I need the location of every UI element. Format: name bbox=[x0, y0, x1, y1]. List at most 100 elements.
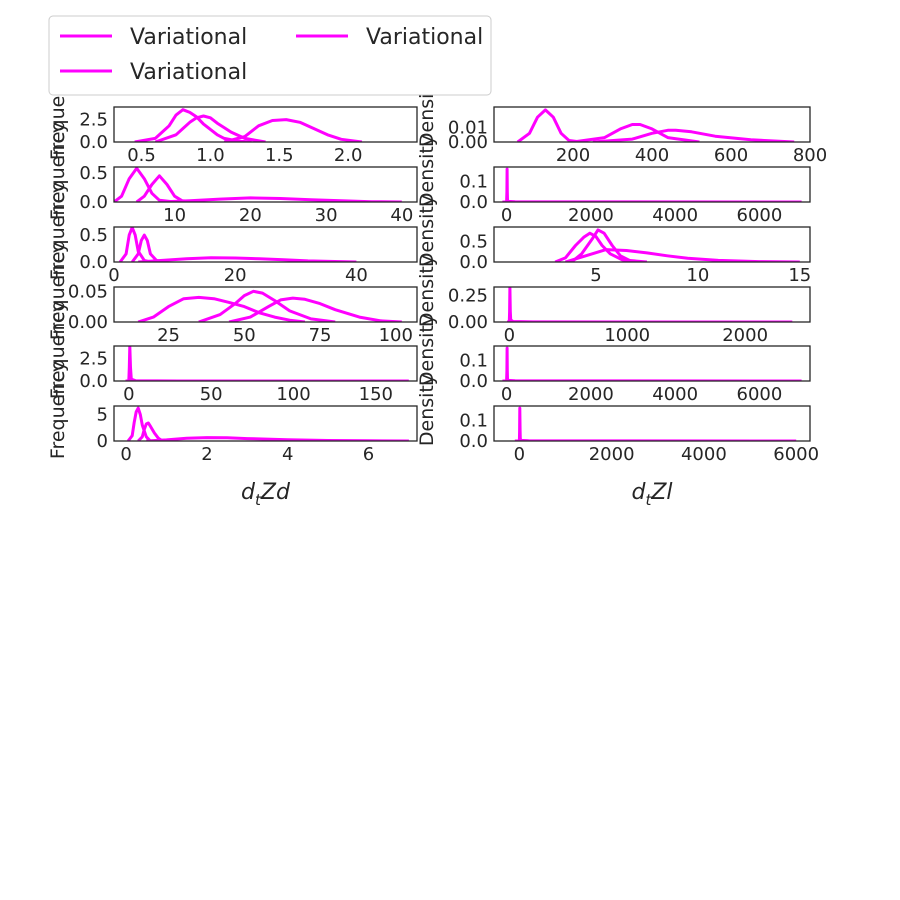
y-tick-label: 0.1 bbox=[459, 410, 488, 431]
x-tick-label: 25 bbox=[157, 325, 180, 346]
x-tick-label: 1.0 bbox=[196, 145, 225, 166]
y-tick-label: 0.5 bbox=[79, 225, 108, 246]
x-tick-label: 200 bbox=[556, 145, 590, 166]
legend-label: Variational bbox=[366, 25, 483, 50]
x-tick-label: 2 bbox=[201, 444, 212, 465]
x-tick-label: 1.5 bbox=[265, 145, 294, 166]
axes-frame bbox=[113, 106, 418, 143]
x-tick-label: 1000 bbox=[604, 325, 650, 346]
y-axis-label: Frequency bbox=[47, 182, 69, 280]
series-group bbox=[516, 108, 795, 142]
x-axis-label: dtZd bbox=[241, 480, 291, 509]
axes-frame bbox=[113, 405, 418, 442]
legend-frame bbox=[48, 15, 492, 96]
x-tick-label: 0 bbox=[123, 384, 134, 405]
axes-frame bbox=[493, 345, 811, 382]
legend-entry: Variational bbox=[296, 25, 483, 50]
series-line-2 bbox=[198, 289, 336, 322]
y-tick-label: 0.1 bbox=[459, 171, 488, 192]
y-axis-label: Density bbox=[416, 135, 438, 207]
series-line-1 bbox=[118, 227, 151, 262]
series-group bbox=[114, 167, 402, 202]
x-tick-label: 6 bbox=[363, 444, 374, 465]
x-tick-label: 10 bbox=[163, 205, 186, 226]
series-group bbox=[125, 346, 409, 381]
y-tick-label: 0.25 bbox=[448, 285, 488, 306]
y-axis-label: Density bbox=[416, 255, 438, 327]
y-axis-label: Frequency bbox=[47, 361, 69, 459]
x-tick-label: 0 bbox=[501, 205, 512, 226]
x-tick-label: 6000 bbox=[737, 384, 783, 405]
x-tick-label: 6000 bbox=[737, 205, 783, 226]
x-tick-label: 4 bbox=[282, 444, 293, 465]
axes-frame bbox=[113, 226, 418, 263]
y-tick-label: 0.0 bbox=[459, 252, 488, 273]
series-line-3 bbox=[592, 128, 795, 142]
x-tick-label: 0.5 bbox=[127, 145, 156, 166]
x-tick-label: 4000 bbox=[652, 384, 698, 405]
series-line-2 bbox=[130, 233, 163, 262]
x-tick-label: 4000 bbox=[652, 205, 698, 226]
y-tick-label: 0.0 bbox=[79, 252, 108, 273]
x-tick-label: 2000 bbox=[722, 325, 768, 346]
y-axis-label: Density bbox=[416, 314, 438, 386]
series-line-3 bbox=[228, 296, 402, 322]
x-tick-label: 0 bbox=[504, 325, 515, 346]
series-group bbox=[126, 406, 409, 441]
y-tick-label: 0.0 bbox=[459, 371, 488, 392]
x-tick-label: 40 bbox=[345, 265, 368, 286]
series-line-1 bbox=[126, 406, 152, 441]
axes-frame bbox=[493, 286, 811, 323]
axes-frame bbox=[113, 166, 418, 203]
x-tick-label: 4000 bbox=[681, 444, 727, 465]
x-tick-label: 600 bbox=[714, 145, 748, 166]
x-tick-label: 15 bbox=[788, 265, 811, 286]
series-group bbox=[514, 406, 797, 441]
y-tick-label: 0 bbox=[97, 431, 108, 452]
x-tick-label: 0 bbox=[108, 265, 119, 286]
x-tick-label: 40 bbox=[390, 205, 413, 226]
series-group bbox=[507, 287, 793, 322]
series-line-3 bbox=[564, 248, 800, 262]
y-tick-label: 0.0 bbox=[459, 192, 488, 213]
series-line-3 bbox=[223, 118, 363, 142]
x-tick-label: 2.0 bbox=[334, 145, 363, 166]
series-line-2 bbox=[154, 114, 266, 142]
axes-frame bbox=[493, 166, 811, 203]
x-tick-label: 150 bbox=[359, 384, 393, 405]
legend: Variational Variational Variational bbox=[48, 15, 492, 96]
y-tick-label: 0.00 bbox=[448, 132, 488, 153]
series-line-1 bbox=[137, 295, 306, 322]
y-tick-label: 0.5 bbox=[79, 163, 108, 184]
series-line-1 bbox=[516, 108, 582, 142]
x-tick-label: 0 bbox=[501, 384, 512, 405]
x-axis-label: dtZl bbox=[631, 480, 672, 509]
x-tick-label: 20 bbox=[239, 205, 262, 226]
y-tick-label: 5 bbox=[97, 404, 108, 425]
y-tick-label: 0.0 bbox=[79, 192, 108, 213]
x-tick-label: 50 bbox=[200, 384, 223, 405]
y-axis-label: Frequency bbox=[47, 301, 69, 399]
y-axis-label: Density bbox=[416, 195, 438, 267]
legend-entry: Variational bbox=[60, 25, 247, 50]
x-tick-label: 400 bbox=[635, 145, 669, 166]
x-tick-label: 0 bbox=[514, 444, 525, 465]
series-line-1 bbox=[134, 108, 252, 142]
x-tick-label: 2000 bbox=[589, 444, 635, 465]
series-group bbox=[134, 108, 363, 142]
x-tick-label: 5 bbox=[590, 265, 601, 286]
x-tick-label: 10 bbox=[686, 265, 709, 286]
legend-label: Variational bbox=[130, 60, 247, 85]
series-line-2 bbox=[570, 228, 634, 262]
subplot-5: 0 20 40 0.0 0.5 Frequency bbox=[47, 182, 418, 286]
series-line-1 bbox=[114, 167, 175, 202]
series-line-2 bbox=[572, 123, 700, 142]
x-tick-label: 50 bbox=[233, 325, 256, 346]
